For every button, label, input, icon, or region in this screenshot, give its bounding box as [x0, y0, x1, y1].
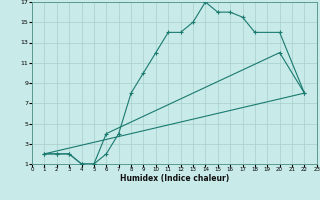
X-axis label: Humidex (Indice chaleur): Humidex (Indice chaleur) [120, 174, 229, 183]
